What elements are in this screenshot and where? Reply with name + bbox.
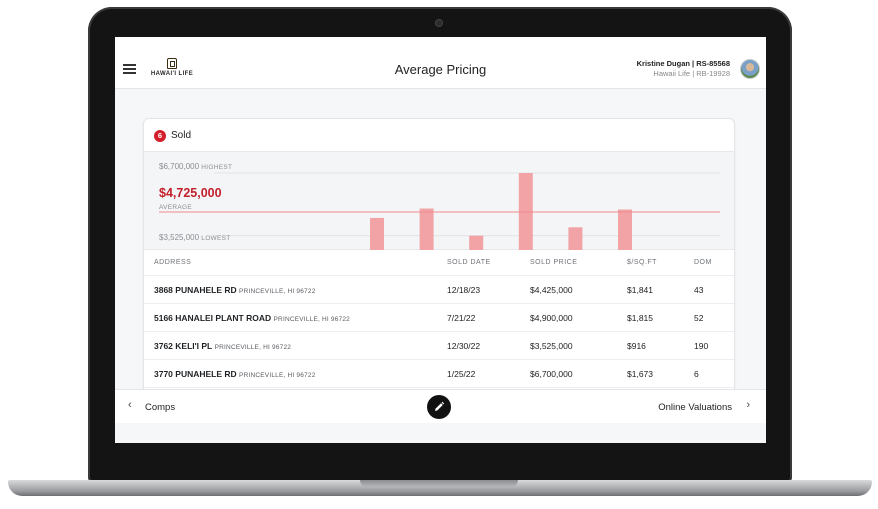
average-caption: AVERAGE — [159, 204, 193, 211]
chart-bar[interactable] — [370, 217, 384, 250]
header-price-sqft[interactable]: $/SQ.FT — [627, 259, 657, 266]
chevron-right-icon[interactable]: › — [746, 399, 750, 411]
city: PRINCEVILLE, HI 96722 — [239, 372, 316, 379]
chart-bar[interactable] — [469, 235, 484, 250]
laptop-notch — [360, 480, 518, 487]
next-online-valuations-link[interactable]: Online Valuations — [658, 402, 732, 413]
city: PRINCEVILLE, HI 96722 — [239, 288, 316, 295]
sold-price-cell: $4,900,000 — [530, 313, 573, 323]
header-sold-date[interactable]: SOLD DATE — [447, 259, 491, 266]
header-address[interactable]: ADDRESS — [154, 259, 192, 266]
laptop-base — [8, 480, 872, 496]
table-row[interactable]: 5166 HANALEI PLANT ROAD PRINCEVILLE, HI … — [144, 304, 734, 332]
table-row[interactable]: 3762 KELI'I PL PRINCEVILLE, HI 96722 12/… — [144, 332, 734, 360]
city: PRINCEVILLE, HI 96722 — [214, 344, 292, 351]
price-sqft-cell: $1,673 — [627, 369, 653, 379]
logo-text: HAWAI'I LIFE — [150, 71, 194, 77]
app-header: HAWAI'I LIFE Average Pricing Kristine Du… — [115, 37, 766, 89]
app-screen: HAWAI'I LIFE Average Pricing Kristine Du… — [115, 37, 766, 443]
edit-button[interactable] — [427, 395, 451, 419]
chart-bar[interactable] — [568, 227, 583, 250]
sold-date-cell: 12/18/23 — [447, 285, 481, 295]
chart-canvas — [159, 172, 720, 250]
header-dom[interactable]: DOM — [694, 259, 712, 266]
address-cell: 3868 PUNAHELE RD PRINCEVILLE, HI 96722 — [154, 276, 316, 306]
sold-card: 6 Sold $6,700,000 HIGHEST $4,725,000 AVE… — [143, 118, 735, 418]
card-header: 6 Sold — [144, 119, 734, 152]
sold-table: ADDRESS SOLD DATE SOLD PRICE $/SQ.FT DOM… — [144, 250, 734, 388]
price-sqft-cell: $916 — [627, 341, 646, 351]
lowest-label: $3,525,000 LOWEST — [159, 233, 231, 242]
dom-cell: 6 — [694, 369, 699, 379]
price-sqft-cell: $1,815 — [627, 313, 653, 323]
agent-name: Kristine Dugan | RS-85568 — [636, 59, 730, 68]
average-value: $4,725,000 — [159, 186, 222, 200]
pencil-icon — [435, 401, 445, 411]
street: 5166 HANALEI PLANT ROAD — [154, 313, 272, 323]
chart-bar[interactable] — [618, 209, 632, 250]
address-cell: 3762 KELI'I PL PRINCEVILLE, HI 96722 — [154, 332, 291, 362]
chevron-left-icon[interactable]: ‹ — [128, 399, 132, 411]
table-header: ADDRESS SOLD DATE SOLD PRICE $/SQ.FT DOM — [144, 250, 734, 276]
street: 3868 PUNAHELE RD — [154, 285, 237, 295]
street: 3770 PUNAHELE RD — [154, 369, 237, 379]
footer-nav: ‹ Comps Online Valuations › — [115, 389, 766, 423]
lowest-value: $3,525,000 — [159, 233, 200, 242]
avatar[interactable] — [740, 59, 760, 79]
sold-price-cell: $4,425,000 — [530, 285, 573, 295]
highest-value: $6,700,000 — [159, 162, 200, 171]
highest-caption: HIGHEST — [201, 164, 233, 171]
city: PRINCEVILLE, HI 96722 — [273, 316, 350, 323]
table-row[interactable]: 3770 PUNAHELE RD PRINCEVILLE, HI 96722 1… — [144, 360, 734, 388]
sold-price-cell: $3,525,000 — [530, 341, 573, 351]
dom-cell: 190 — [694, 341, 709, 351]
price-chart: $6,700,000 HIGHEST $4,725,000 AVERAGE $3… — [144, 152, 734, 250]
lowest-caption: LOWEST — [201, 235, 231, 242]
prev-comps-link[interactable]: Comps — [145, 402, 176, 413]
chart-bar[interactable] — [419, 208, 434, 250]
page-title: Average Pricing — [394, 62, 487, 77]
sold-date-cell: 1/25/22 — [447, 369, 476, 379]
card-title: Sold — [171, 130, 192, 141]
sold-price-cell: $6,700,000 — [530, 369, 573, 379]
address-cell: 5166 HANALEI PLANT ROAD PRINCEVILLE, HI … — [154, 304, 350, 334]
highest-label: $6,700,000 HIGHEST — [159, 162, 232, 171]
table-row[interactable]: 3868 PUNAHELE RD PRINCEVILLE, HI 96722 1… — [144, 276, 734, 304]
logo-mark-icon — [167, 58, 177, 69]
address-cell: 3770 PUNAHELE RD PRINCEVILLE, HI 96722 — [154, 360, 316, 390]
count-badge: 6 — [154, 130, 166, 142]
dom-cell: 52 — [694, 313, 704, 323]
header-sold-price[interactable]: SOLD PRICE — [530, 259, 578, 266]
sold-date-cell: 7/21/22 — [447, 313, 476, 323]
street: 3762 KELI'I PL — [154, 341, 213, 351]
dom-cell: 43 — [694, 285, 704, 295]
agent-brokerage: Hawaii Life | RB-19928 — [653, 69, 730, 78]
brand-logo[interactable]: HAWAI'I LIFE — [147, 58, 197, 82]
sold-date-cell: 12/30/22 — [447, 341, 481, 351]
camera-icon — [436, 20, 442, 26]
hamburger-menu-icon[interactable] — [123, 64, 136, 74]
price-sqft-cell: $1,841 — [627, 285, 653, 295]
